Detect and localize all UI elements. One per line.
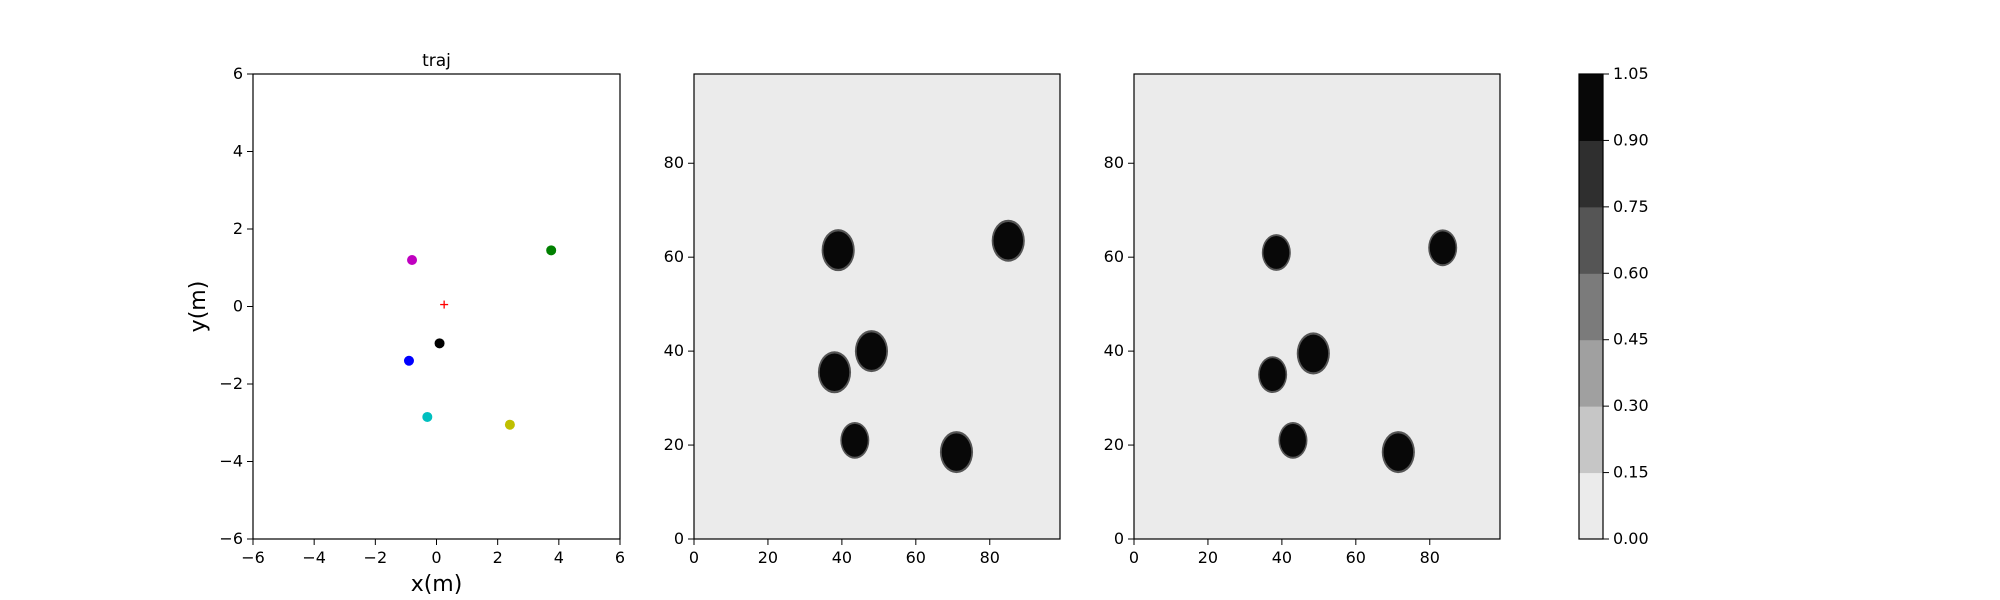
traj-y-tick-label: −2 — [219, 374, 243, 393]
traj-agent-point — [504, 419, 515, 430]
heatmap-2-x-tick-label: 40 — [1272, 548, 1292, 567]
heatmap-2-y-tick-label: 60 — [1104, 247, 1124, 266]
colorbar-band — [1579, 206, 1603, 274]
heatmap-panel-1: 0 20 40 60 80 0 20 40 60 80 — [664, 73, 1061, 567]
traj-x-tick-label: 4 — [554, 548, 564, 567]
traj-x-tick-label: 2 — [493, 548, 503, 567]
heatmap-2-x-tick-label: 0 — [1129, 548, 1139, 567]
colorbar-ticks: 0.00 0.15 0.30 0.45 0.60 0.75 0.90 1.05 — [1603, 64, 1649, 548]
traj-y-tick-label: 0 — [233, 297, 243, 316]
colorbar: 0.00 0.15 0.30 0.45 0.60 0.75 0.90 1.05 — [1578, 64, 1649, 548]
traj-y-ticks: −6 −4 −2 0 2 4 6 — [219, 64, 253, 548]
heatmap-1-frame — [693, 73, 1061, 540]
traj-y-tick-label: 4 — [233, 142, 243, 161]
heatmap-1-x-tick-label: 20 — [758, 548, 778, 567]
traj-x-axis-label: x(m) — [411, 572, 463, 597]
colorbar-band — [1579, 273, 1603, 341]
heatmap-1-background — [694, 74, 1060, 539]
heatmap-1-y-tick-label: 40 — [664, 341, 684, 360]
traj-agent-point — [434, 338, 445, 349]
traj-y-axis-label: y(m) — [186, 281, 211, 333]
heatmap-1-blob — [817, 351, 852, 394]
colorbar-bands — [1579, 74, 1603, 540]
heatmap-1-x-tick-label: 40 — [832, 548, 852, 567]
heatmap-1-y-tick-label: 20 — [664, 435, 684, 454]
heatmap-2-y-tick-label: 40 — [1104, 341, 1124, 360]
heatmap-2-blob — [1258, 356, 1288, 394]
heatmap-1-x-tick-label: 0 — [689, 548, 699, 567]
colorbar-tick-label: 0.00 — [1613, 529, 1649, 548]
heatmap-1-y-tick-label: 60 — [664, 247, 684, 266]
colorbar-band — [1579, 339, 1603, 407]
traj-agent-point — [546, 245, 557, 256]
traj-y-tick-label: −4 — [219, 452, 243, 471]
heatmap-2-x-tick-label: 60 — [1346, 548, 1366, 567]
heatmap-1-blob — [854, 330, 889, 373]
heatmap-1-blob — [840, 421, 870, 459]
traj-x-tick-label: 6 — [615, 548, 625, 567]
traj-agent-point — [422, 411, 433, 422]
colorbar-tick-label: 0.30 — [1613, 396, 1649, 415]
traj-points — [403, 245, 557, 430]
colorbar-tick-label: 1.05 — [1613, 64, 1649, 83]
traj-y-tick-label: 2 — [233, 219, 243, 238]
colorbar-band — [1579, 406, 1603, 474]
heatmap-2-blob — [1278, 421, 1308, 459]
heatmap-1-x-tick-label: 60 — [906, 548, 926, 567]
heatmap-2-y-tick-label: 0 — [1114, 529, 1124, 548]
traj-y-tick-label: −6 — [219, 529, 243, 548]
colorbar-band — [1579, 472, 1603, 540]
colorbar-tick-label: 0.75 — [1613, 197, 1649, 216]
heatmap-2-y-ticks: 0 20 40 60 80 — [1104, 153, 1134, 548]
heatmap-panel-2: 0 20 40 60 80 0 20 40 60 80 — [1104, 73, 1501, 567]
colorbar-band — [1579, 74, 1603, 141]
traj-plot-frame — [252, 73, 621, 540]
heatmap-2-frame — [1133, 73, 1501, 540]
heatmap-1-y-tick-label: 0 — [674, 529, 684, 548]
colorbar-tick-label: 0.45 — [1613, 330, 1649, 349]
heatmap-2-blob — [1428, 229, 1458, 267]
heatmap-2-blob — [1261, 234, 1291, 271]
traj-x-tick-label: −2 — [364, 548, 388, 567]
heatmap-1-y-tick-label: 80 — [664, 153, 684, 172]
heatmap-1-x-ticks: 0 20 40 60 80 — [689, 539, 1000, 567]
traj-x-tick-label: −6 — [241, 548, 265, 567]
traj-x-ticks: −6 −4 −2 0 2 4 6 — [241, 539, 625, 567]
heatmap-2-y-tick-label: 80 — [1104, 153, 1124, 172]
traj-y-tick-label: 6 — [233, 64, 243, 83]
traj-agent-point — [403, 355, 414, 366]
colorbar-tick-label: 0.60 — [1613, 263, 1649, 282]
traj-title: traj — [422, 51, 451, 71]
traj-panel: traj −6 −4 −2 0 2 4 6 −6 −4 −2 0 2 4 6 x(m) y(m) — [186, 51, 625, 597]
heatmap-1-x-tick-label: 80 — [980, 548, 1000, 567]
traj-x-tick-label: 0 — [431, 548, 441, 567]
colorbar-frame — [1578, 73, 1604, 540]
heatmap-1-blob — [991, 219, 1025, 262]
traj-agent-point — [407, 255, 418, 265]
colorbar-tick-label: 0.15 — [1613, 463, 1649, 482]
heatmap-2-x-tick-label: 20 — [1198, 548, 1218, 567]
heatmap-2-image — [1134, 74, 1500, 539]
heatmap-2-x-ticks: 0 20 40 60 80 — [1129, 539, 1440, 567]
heatmap-2-x-tick-label: 80 — [1420, 548, 1440, 567]
heatmap-1-blob — [939, 431, 974, 474]
colorbar-band — [1579, 140, 1603, 208]
traj-target-marker — [440, 300, 449, 309]
heatmap-2-background — [1134, 74, 1500, 539]
heatmap-2-blob — [1296, 332, 1330, 375]
traj-x-tick-label: −4 — [302, 548, 326, 567]
heatmap-1-image — [694, 74, 1060, 539]
heatmap-2-blob — [1381, 431, 1415, 474]
heatmap-2-y-tick-label: 20 — [1104, 435, 1124, 454]
heatmap-1-blob — [821, 229, 855, 272]
heatmap-1-y-ticks: 0 20 40 60 80 — [664, 153, 694, 548]
colorbar-tick-label: 0.90 — [1613, 130, 1649, 149]
